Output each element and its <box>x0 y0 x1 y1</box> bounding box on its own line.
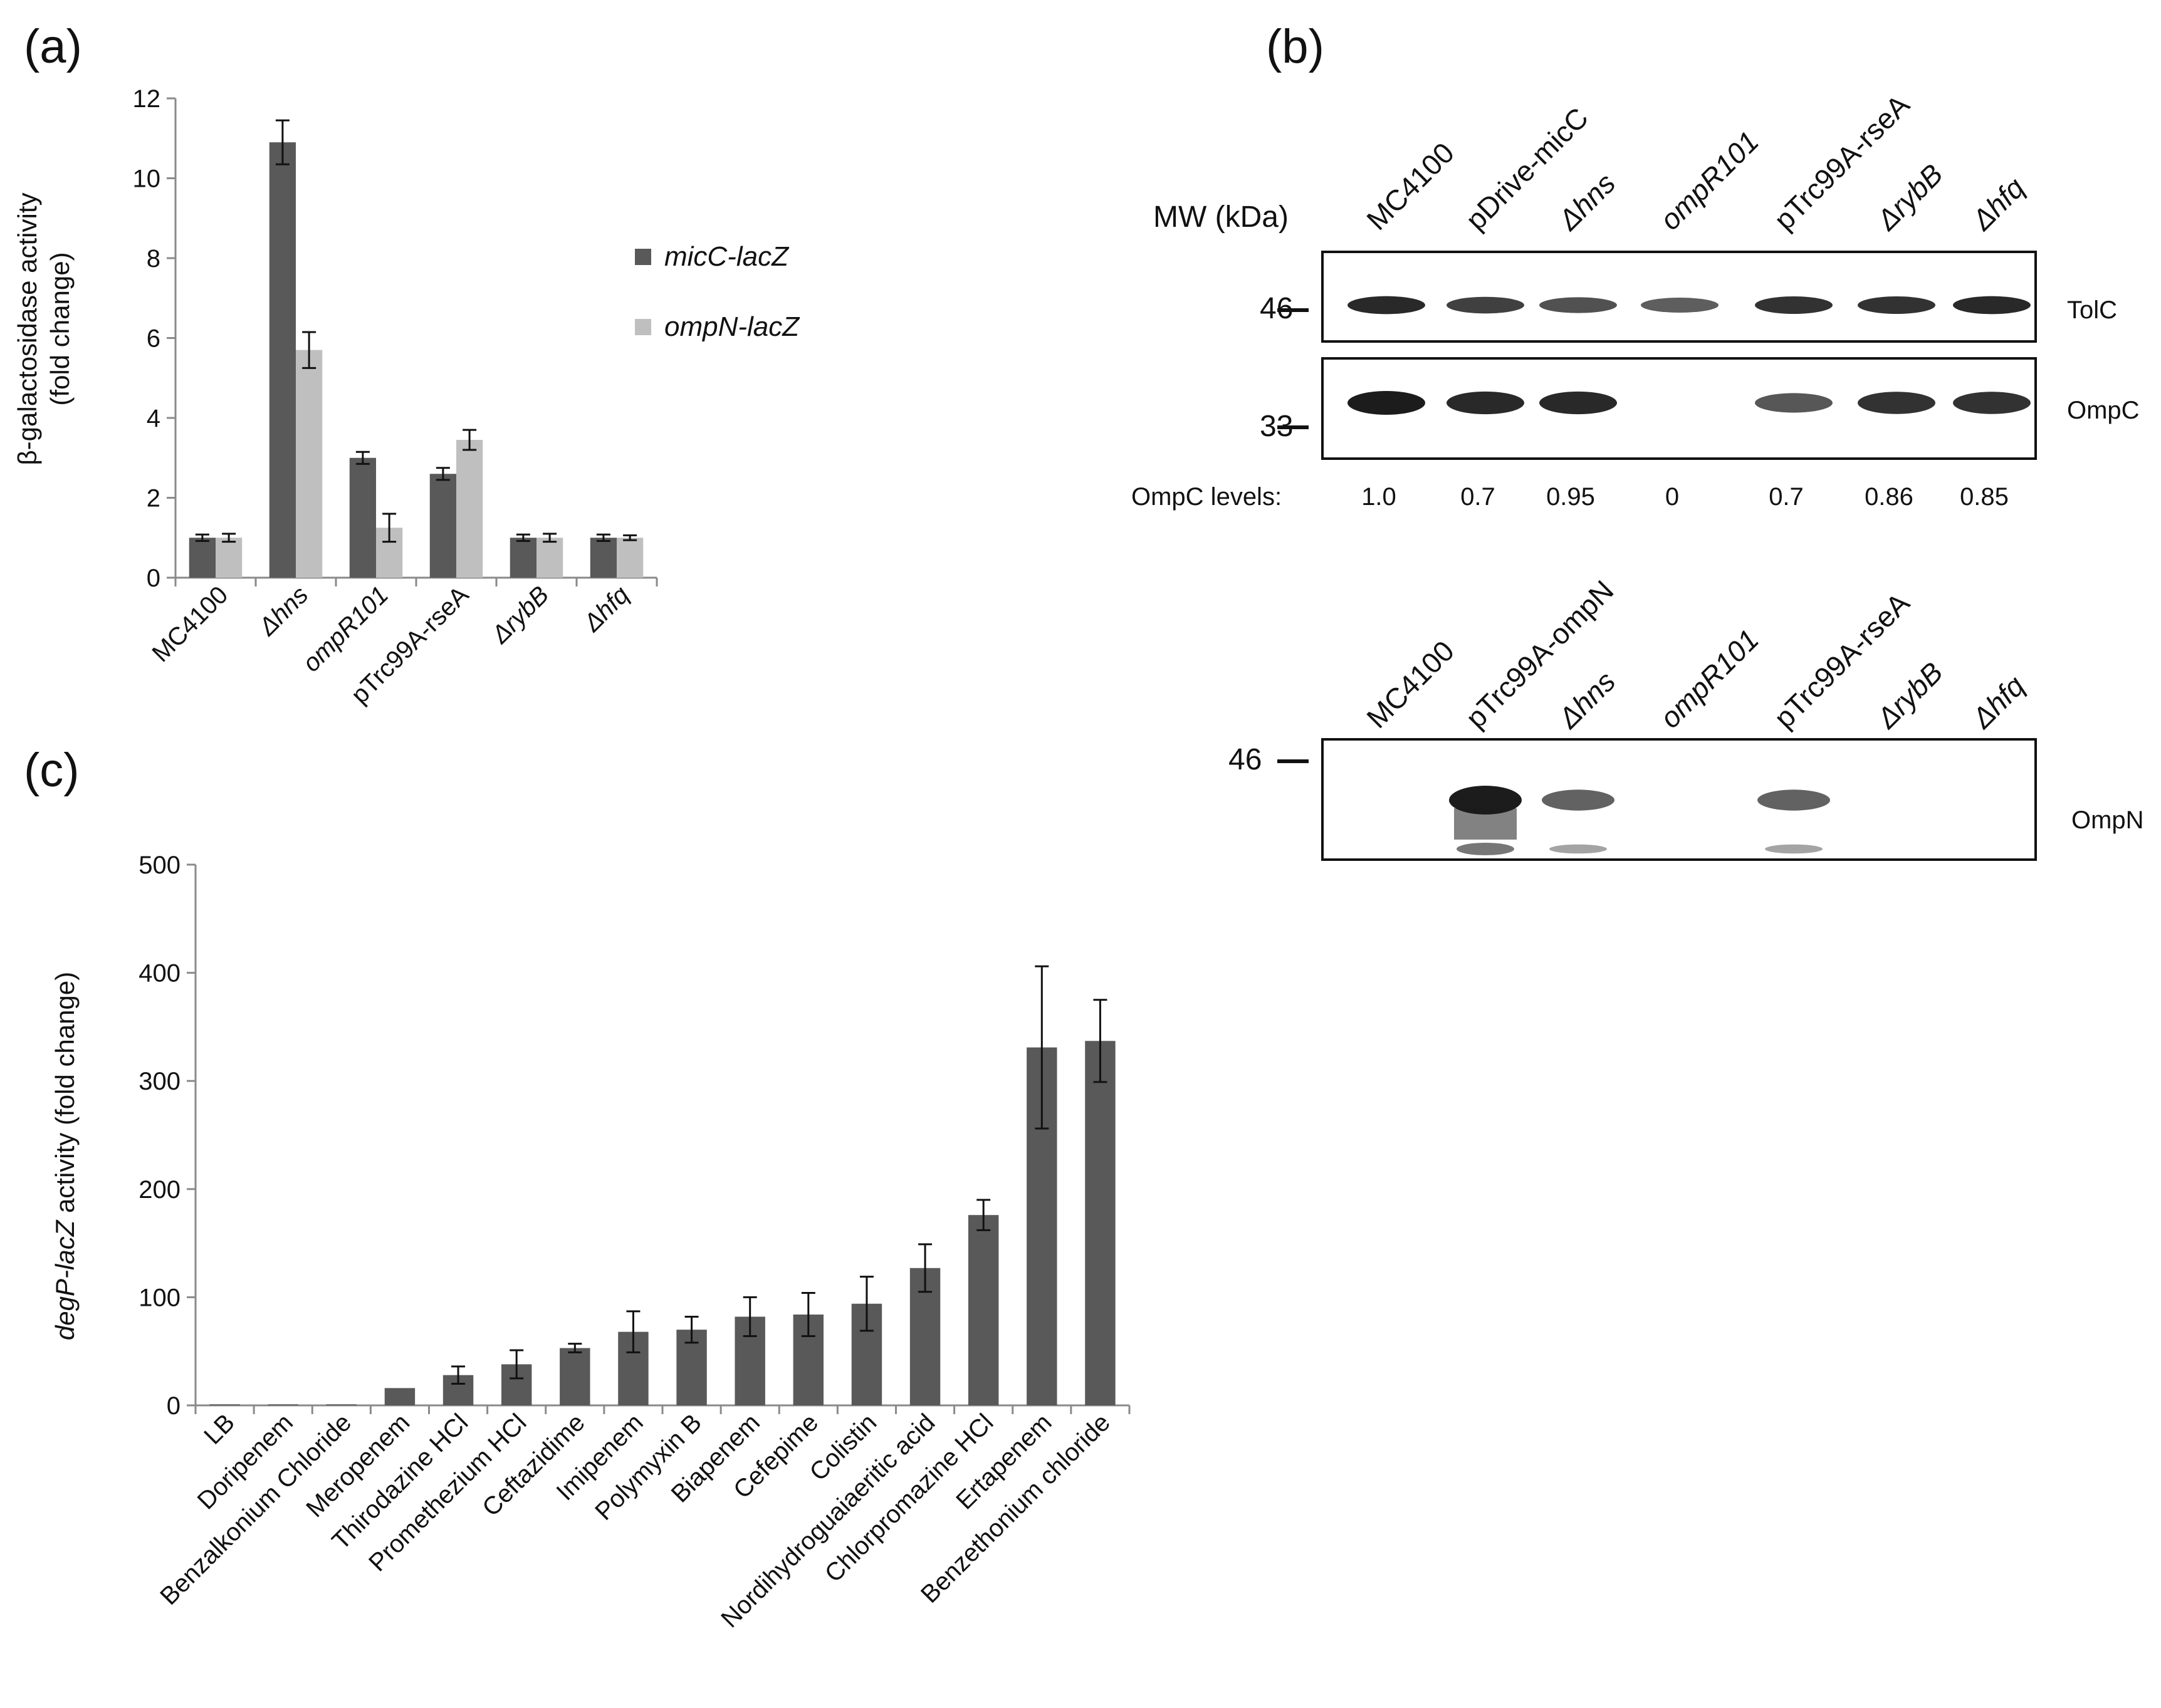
y-tick-label: 0 <box>147 565 160 592</box>
top-lane-label-hns: Δhns <box>1552 167 1622 237</box>
tolc-band-lane-5 <box>1755 296 1833 314</box>
bar-ompn-lacz-hns <box>296 350 323 578</box>
ompn-band-lane-5 <box>1757 789 1830 811</box>
ompn-blot-frame <box>1321 738 2037 861</box>
ompc-levels-label: OmpC levels: <box>1131 483 1282 511</box>
tolc-blot-frame <box>1321 251 2037 343</box>
ompc-level-lane-6: 0.86 <box>1865 483 1913 511</box>
bottom-lane-label-rybb: ΔrybB <box>1870 656 1949 735</box>
y-tick-label: 12 <box>133 85 161 113</box>
ompc-level-lane-5: 0.7 <box>1769 483 1804 511</box>
bar-ompn-lacz-hfq <box>617 538 644 578</box>
chart-c-ylabel-gene: degP-lacZ <box>50 1219 80 1340</box>
top-lane-label-ompr101: ompR101 <box>1653 125 1765 236</box>
legend-swatch-micc <box>635 249 651 265</box>
tolc-band-lane-3 <box>1539 297 1617 313</box>
ompc-level-lane-1: 1.0 <box>1361 483 1396 511</box>
bottom-lane-label-mc4100: MC4100 <box>1360 634 1460 734</box>
legend-label-ompn: ompN-lacZ <box>664 311 800 342</box>
x-tick-label-hfq: Δhfq <box>578 581 634 637</box>
band-label-tolc: TolC <box>2067 296 2117 324</box>
x-tick-label-mc4100: MC4100 <box>147 581 233 667</box>
ompc-level-lane-7: 0.85 <box>1960 483 2009 511</box>
bottom-lane-label-hfq: Δhfq <box>1965 669 2031 735</box>
ompc-band-lane-6 <box>1858 392 1935 414</box>
bar-degp-lacz-meropenem <box>384 1388 416 1405</box>
mw-header: MW (kDa) <box>1153 200 1289 234</box>
chart-a-ylabel-line2: (fold change) <box>45 252 75 405</box>
ompn-band-lane-2 <box>1449 786 1522 815</box>
x-tick-label-hns: Δhns <box>253 581 313 641</box>
bar-degp-lacz-doripenem <box>268 1404 298 1405</box>
bar-ompn-lacz-mc4100 <box>216 538 243 578</box>
y-tick-label: 200 <box>139 1176 181 1204</box>
band-label-ompn: OmpN <box>2071 806 2144 834</box>
ompn-lower-band-lane-2 <box>1457 843 1514 855</box>
ompc-band-lane-7 <box>1953 392 2031 414</box>
bar-micc-lacz-ompr101 <box>349 457 376 578</box>
bottom-lane-label-ompr101: ompR101 <box>1653 623 1765 734</box>
top-lane-label-mc4100: MC4100 <box>1360 136 1460 236</box>
tolc-band-lane-6 <box>1858 296 1935 314</box>
tolc-band-lane-1 <box>1347 296 1425 315</box>
y-tick-label: 500 <box>139 851 181 879</box>
y-tick-label: 6 <box>147 325 160 353</box>
bar-micc-lacz-hns <box>269 142 296 578</box>
chart-c-ylabel: degP-lacZ activity (fold change) <box>50 972 80 1340</box>
panel-label-a: (a) <box>24 20 82 73</box>
panel-label-b: (b) <box>1266 20 1324 73</box>
chart-c: degP-lacZ activity (fold change) 0 100 200… <box>50 851 1131 1633</box>
panel-label-c: (c) <box>24 744 80 797</box>
band-label-ompc: OmpC <box>2067 397 2140 424</box>
bar-degp-lacz-ceftazidime <box>560 1348 590 1405</box>
bar-degp-lacz-benzethonium-chloride <box>1085 1041 1116 1405</box>
y-tick-label: 0 <box>167 1392 181 1420</box>
bar-micc-lacz-rybb <box>510 538 536 578</box>
bar-degp-lacz-lb <box>209 1404 240 1405</box>
tolc-band-lane-4 <box>1641 298 1719 313</box>
top-lane-label-rybb: ΔrybB <box>1870 158 1949 237</box>
bar-micc-lacz-ptrc99a-rsea <box>429 474 456 578</box>
ompn-band-lane-3 <box>1542 789 1614 811</box>
y-tick-label: 4 <box>147 405 160 432</box>
bar-ompn-lacz-rybb <box>536 538 563 578</box>
bar-micc-lacz-hfq <box>590 538 617 578</box>
bar-degp-lacz-chlorpromazine-hcl <box>968 1215 999 1405</box>
top-lane-label-hfq: Δhfq <box>1965 171 2031 237</box>
x-tick-label-rybb: ΔrybB <box>486 581 554 649</box>
legend-label-micc: micC-lacZ <box>664 241 790 272</box>
tolc-band-lane-7 <box>1953 296 2031 315</box>
ompc-band-lane-2 <box>1447 391 1524 415</box>
ompc-level-lane-3: 0.95 <box>1546 483 1595 511</box>
ompc-band-lane-5 <box>1755 393 1833 413</box>
y-tick-label: 400 <box>139 960 181 987</box>
y-tick-label: 10 <box>133 165 161 193</box>
ompc-band-lane-1 <box>1347 391 1425 415</box>
ompn-lower-band-lane-5 <box>1765 844 1823 854</box>
y-tick-label: 300 <box>139 1068 181 1095</box>
bottom-lane-label-hns: Δhns <box>1552 665 1622 735</box>
y-tick-label: 8 <box>147 245 160 273</box>
chart-a-legend: micC-lacZ ompN-lacZ <box>635 241 800 342</box>
bar-degp-lacz-benzalkonium-chloride <box>326 1404 357 1405</box>
chart-a-ylabel-line1: β-galactosidase activity <box>13 192 42 465</box>
tolc-band-lane-2 <box>1447 296 1524 314</box>
ompn-smear-lane-2 <box>1454 808 1517 840</box>
bar-ompn-lacz-ptrc99a-rsea <box>456 440 483 578</box>
legend-swatch-ompn <box>635 319 651 335</box>
ompn-lower-band-lane-3 <box>1549 844 1607 854</box>
y-tick-label: 2 <box>147 485 160 513</box>
x-tick-label-lb: LB <box>199 1409 240 1450</box>
ompc-level-lane-2: 0.7 <box>1460 483 1495 511</box>
ompc-level-lane-4: 0 <box>1665 483 1679 511</box>
y-tick-label: 100 <box>139 1284 181 1311</box>
mw-marker-46-bottom: 46 <box>1228 743 1262 776</box>
bar-micc-lacz-mc4100 <box>189 538 216 578</box>
chart-c-ylabel-rest: activity (fold change) <box>50 972 80 1221</box>
ompc-band-lane-3 <box>1539 391 1617 415</box>
chart-a: β-galactosidase activity (fold change) 0… <box>13 85 800 709</box>
